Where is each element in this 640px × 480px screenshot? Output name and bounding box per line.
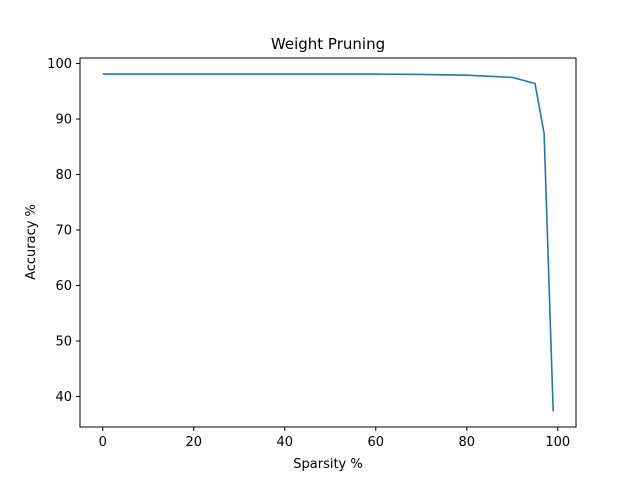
x-tick-label: 0 bbox=[99, 435, 107, 450]
y-tick-label: 80 bbox=[55, 168, 72, 183]
x-tick-label: 80 bbox=[459, 435, 476, 450]
x-tick-label: 100 bbox=[545, 435, 570, 450]
y-tick-label: 70 bbox=[55, 224, 72, 239]
y-tick-label: 50 bbox=[55, 334, 72, 349]
y-tick-label: 90 bbox=[55, 113, 72, 128]
series-line-0 bbox=[102, 73, 554, 412]
y-tick-label: 60 bbox=[55, 279, 72, 294]
y-tick-label: 40 bbox=[55, 390, 72, 405]
x-tick-label: 20 bbox=[185, 435, 202, 450]
axes-frame bbox=[79, 57, 577, 428]
x-axis-label: Sparsity % bbox=[293, 457, 362, 472]
y-axis-label: Accuracy % bbox=[24, 204, 39, 280]
x-tick-label: 60 bbox=[368, 435, 385, 450]
y-tick-label: 100 bbox=[47, 57, 72, 72]
x-tick-label: 40 bbox=[276, 435, 293, 450]
chart-title: Weight Pruning bbox=[271, 35, 385, 53]
plot-area: 0 20 40 60 80 100 40 50 60 70 80 90 100 bbox=[47, 57, 577, 450]
